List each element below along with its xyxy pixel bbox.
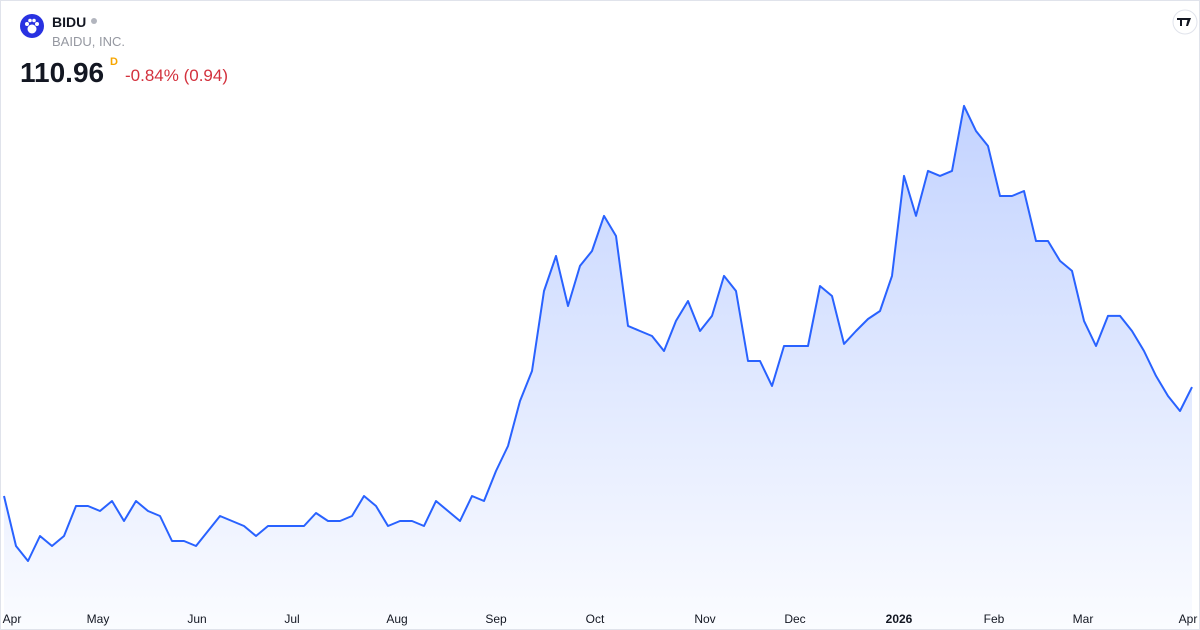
x-tick-label: Jun	[187, 612, 206, 626]
tv-logo[interactable]	[1171, 9, 1199, 35]
interval: D	[110, 56, 118, 68]
status-dot	[91, 18, 97, 24]
x-tick-label: Feb	[984, 612, 1005, 626]
x-tick-label: Apr	[1179, 612, 1198, 626]
price: 110.96	[20, 57, 105, 88]
x-tick-label: 2026	[886, 612, 913, 626]
change: -0.84% (0.94)	[125, 66, 228, 85]
x-tick-label: Sep	[485, 612, 507, 626]
x-tick-label: May	[87, 612, 110, 626]
logo	[20, 14, 44, 38]
company-name: BAIDU, INC.	[52, 34, 125, 49]
x-tick-label: Apr	[3, 612, 22, 626]
x-tick-label: Dec	[784, 612, 805, 626]
x-tick-label: Oct	[586, 612, 605, 626]
price-line	[3, 104, 1193, 562]
x-tick-label: Jul	[284, 612, 299, 626]
x-tick-label: Aug	[386, 612, 407, 626]
x-tick-label: Mar	[1073, 612, 1094, 626]
area-fill	[4, 105, 1192, 629]
x-tick-label: Nov	[694, 612, 715, 626]
symbol: BIDU	[52, 14, 87, 30]
